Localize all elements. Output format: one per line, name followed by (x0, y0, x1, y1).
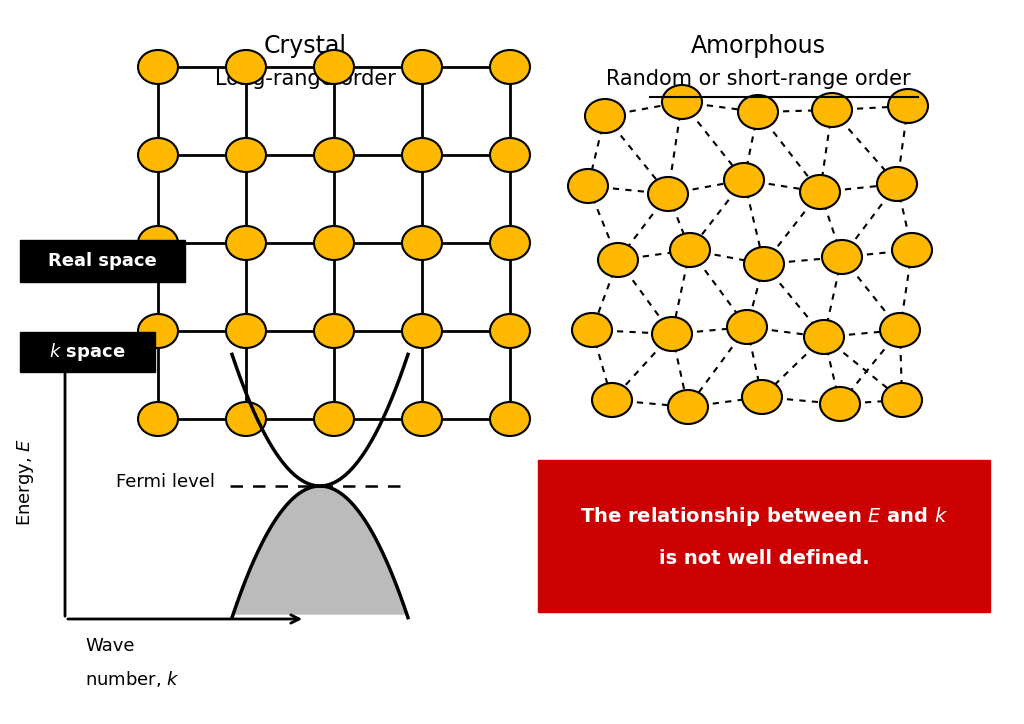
FancyBboxPatch shape (20, 332, 155, 372)
Ellipse shape (592, 383, 632, 417)
Ellipse shape (804, 320, 844, 354)
Ellipse shape (648, 177, 688, 211)
Ellipse shape (724, 163, 764, 197)
Ellipse shape (490, 402, 530, 436)
Text: Real space: Real space (48, 252, 157, 270)
Ellipse shape (727, 310, 767, 344)
Ellipse shape (800, 175, 840, 209)
Text: Energy, $E$: Energy, $E$ (14, 437, 36, 526)
Ellipse shape (652, 317, 692, 351)
Ellipse shape (226, 314, 266, 348)
Text: $k$ space: $k$ space (49, 341, 126, 363)
Ellipse shape (314, 402, 354, 436)
Ellipse shape (822, 240, 862, 274)
Ellipse shape (314, 138, 354, 172)
Ellipse shape (882, 383, 922, 417)
Ellipse shape (226, 50, 266, 84)
Text: Wave: Wave (85, 637, 134, 655)
Ellipse shape (670, 233, 710, 267)
Ellipse shape (877, 167, 918, 201)
Ellipse shape (490, 50, 530, 84)
Ellipse shape (226, 402, 266, 436)
Ellipse shape (662, 85, 702, 119)
Ellipse shape (490, 138, 530, 172)
Ellipse shape (742, 380, 782, 414)
Ellipse shape (226, 138, 266, 172)
Ellipse shape (598, 243, 638, 277)
Text: Amorphous: Amorphous (690, 34, 825, 58)
Ellipse shape (314, 50, 354, 84)
Ellipse shape (744, 247, 784, 281)
Ellipse shape (402, 138, 442, 172)
Text: The relationship between $E$ and $k$: The relationship between $E$ and $k$ (580, 505, 948, 528)
Ellipse shape (668, 390, 708, 424)
Ellipse shape (138, 402, 178, 436)
Ellipse shape (820, 387, 860, 421)
Text: Long-range order: Long-range order (215, 69, 395, 89)
Ellipse shape (314, 226, 354, 260)
Ellipse shape (490, 314, 530, 348)
Text: Fermi level: Fermi level (116, 473, 215, 491)
Text: Crystal: Crystal (263, 34, 346, 58)
Ellipse shape (138, 138, 178, 172)
Ellipse shape (738, 95, 778, 129)
Ellipse shape (402, 226, 442, 260)
Ellipse shape (812, 93, 852, 127)
Ellipse shape (880, 313, 920, 347)
Text: is not well defined.: is not well defined. (658, 549, 869, 568)
Ellipse shape (138, 50, 178, 84)
Ellipse shape (402, 314, 442, 348)
Polygon shape (233, 486, 407, 614)
FancyBboxPatch shape (20, 240, 185, 282)
Ellipse shape (138, 314, 178, 348)
Text: Random or short-range order: Random or short-range order (605, 69, 910, 89)
Ellipse shape (138, 226, 178, 260)
Ellipse shape (402, 402, 442, 436)
Ellipse shape (572, 313, 612, 347)
FancyBboxPatch shape (538, 460, 990, 612)
Ellipse shape (585, 99, 625, 133)
Ellipse shape (568, 169, 608, 203)
Ellipse shape (314, 314, 354, 348)
Ellipse shape (402, 50, 442, 84)
Ellipse shape (226, 226, 266, 260)
Ellipse shape (892, 233, 932, 267)
Ellipse shape (888, 89, 928, 123)
Ellipse shape (490, 226, 530, 260)
Text: number, $k$: number, $k$ (85, 669, 179, 689)
